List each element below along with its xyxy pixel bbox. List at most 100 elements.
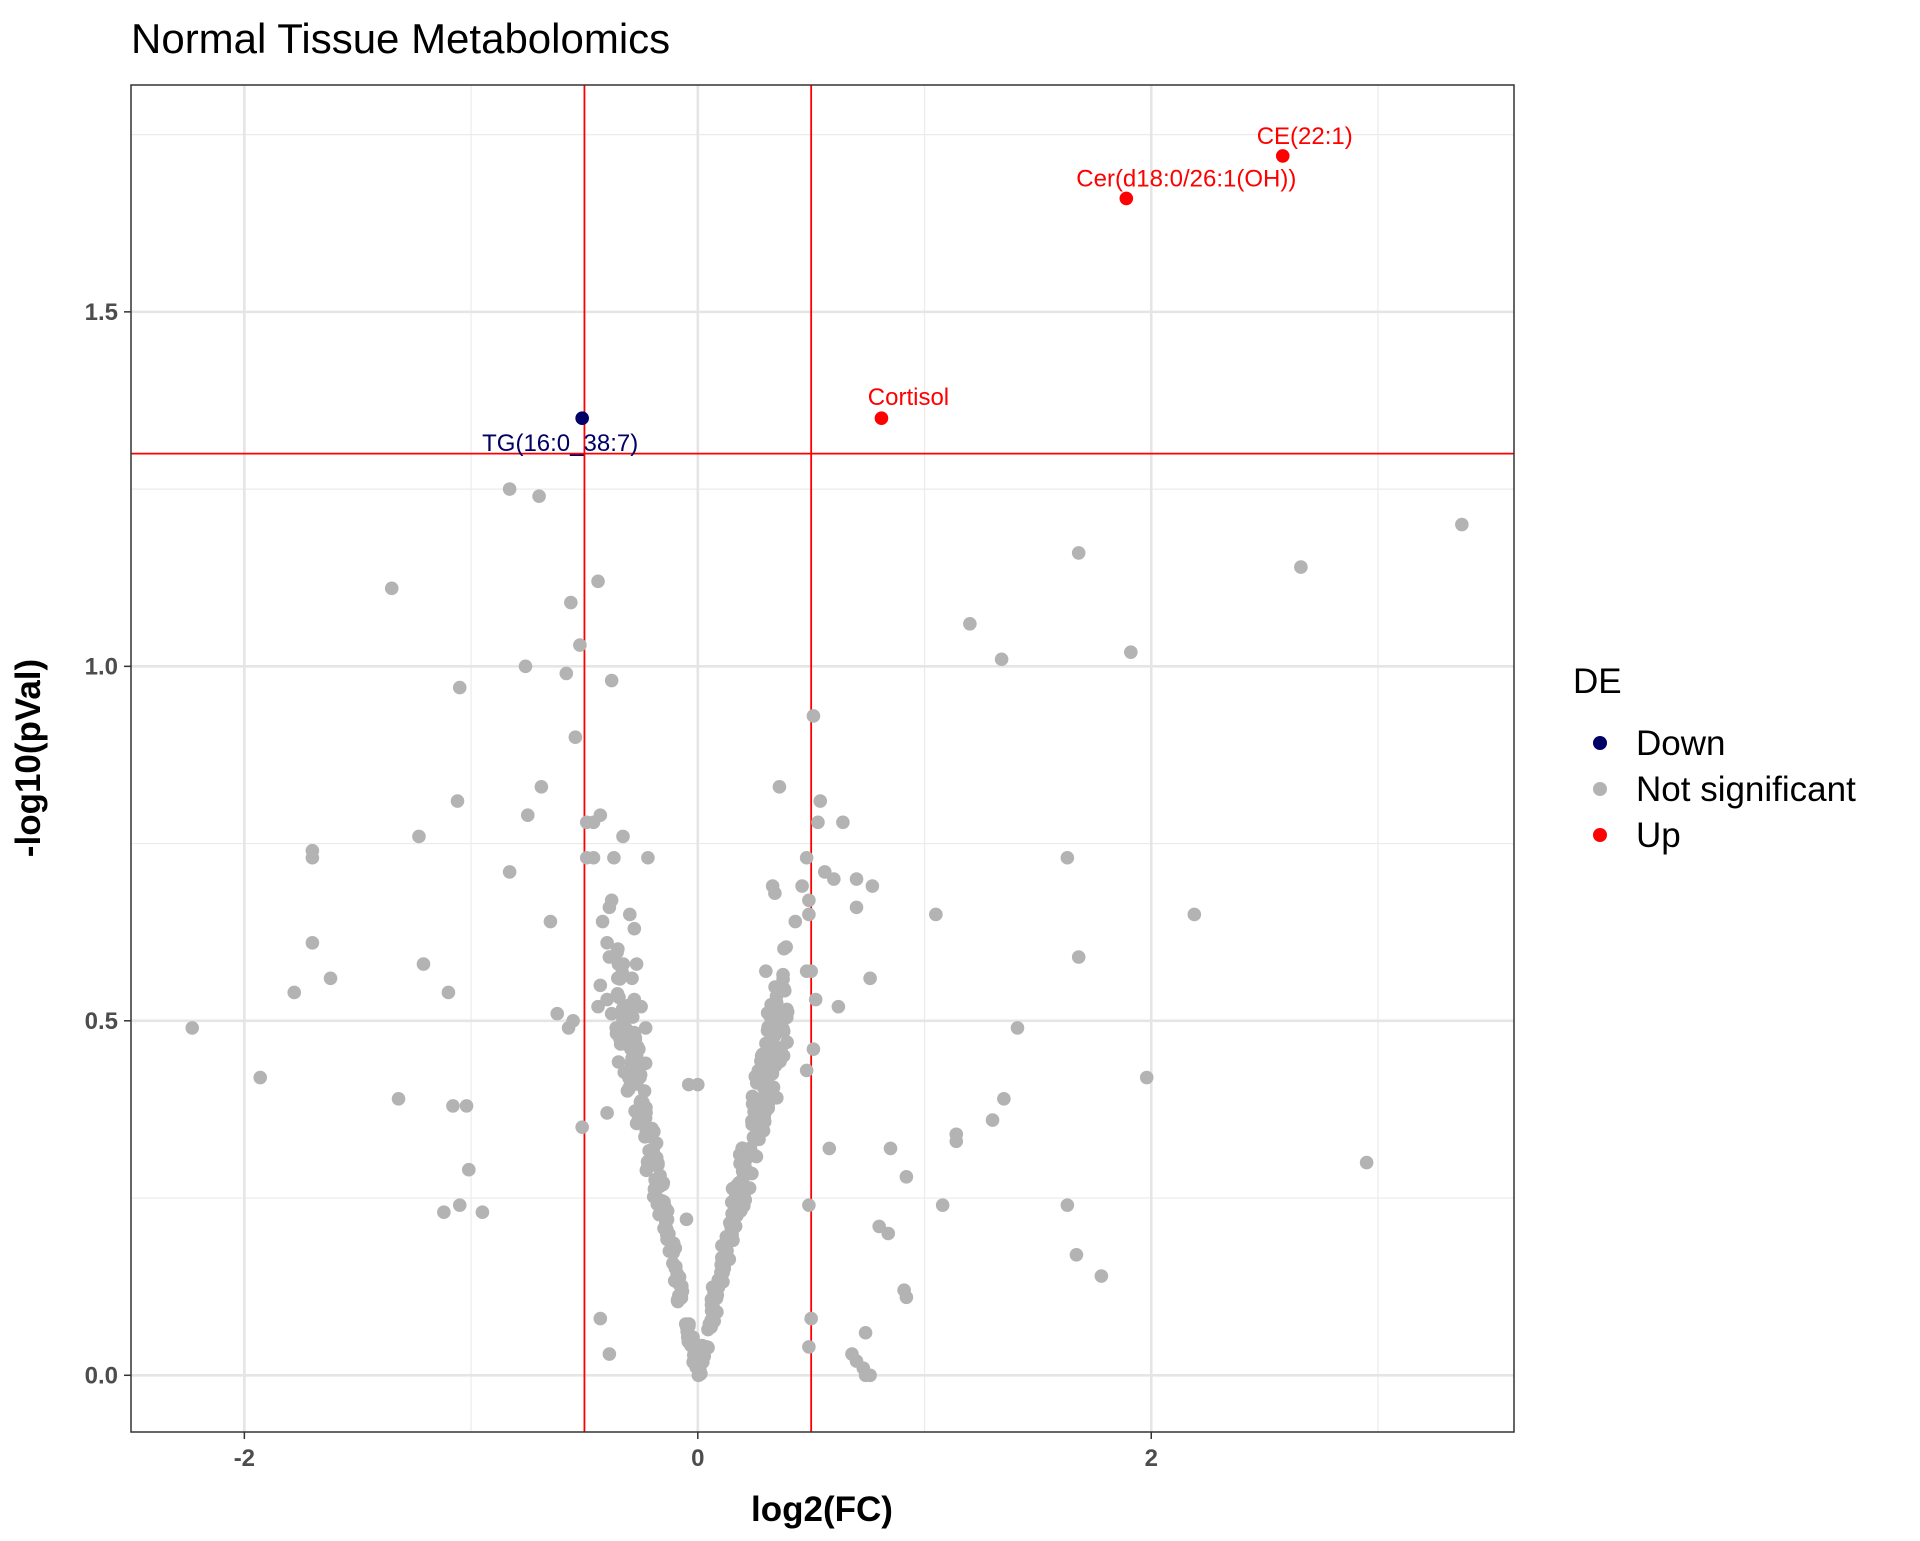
legend-title: DE	[1573, 662, 1622, 701]
point-not-significant	[806, 709, 821, 723]
point-not-significant	[1060, 1198, 1075, 1212]
point-label: Cortisol	[868, 384, 949, 411]
point-not-significant	[412, 829, 426, 844]
point-not-significant	[780, 1035, 794, 1049]
point-not-significant	[607, 850, 621, 865]
point-not-significant	[899, 1169, 914, 1184]
point-not-significant	[600, 1106, 614, 1120]
point-not-significant	[679, 1212, 694, 1227]
point-not-significant	[686, 1355, 700, 1369]
point-not-significant	[899, 1290, 914, 1305]
point-not-significant	[849, 872, 864, 886]
point-not-significant	[719, 1229, 734, 1244]
point-not-significant	[1359, 1155, 1374, 1170]
y-tick-label: 1.0	[85, 653, 118, 680]
plot-panel	[131, 85, 1514, 1432]
point-not-significant	[543, 914, 558, 929]
point-not-significant	[613, 972, 627, 986]
y-tick-label: 0.5	[85, 1008, 118, 1035]
point-not-significant	[452, 680, 467, 695]
point-not-significant	[802, 893, 816, 908]
point-not-significant	[1294, 560, 1308, 574]
point-not-significant	[849, 900, 864, 915]
point-not-significant	[1071, 546, 1086, 560]
point-not-significant	[720, 1243, 734, 1258]
point-not-significant	[799, 1063, 814, 1078]
point-not-significant	[629, 957, 644, 971]
chart-title: Normal Tissue Metabolomics	[131, 15, 670, 62]
x-tick-label: -2	[234, 1445, 255, 1472]
y-tick-label: 0.0	[85, 1362, 118, 1389]
point-not-significant	[802, 1340, 816, 1354]
point-not-significant	[622, 907, 637, 922]
point-not-significant	[994, 652, 1009, 667]
point-not-significant	[963, 617, 977, 631]
point-not-significant	[305, 936, 320, 950]
point-not-significant	[768, 886, 782, 900]
point-not-significant	[929, 907, 943, 922]
point-not-significant	[1060, 850, 1075, 865]
point-not-significant	[559, 666, 574, 681]
point-not-significant	[799, 850, 814, 865]
point-not-significant	[416, 957, 431, 971]
point-not-significant	[391, 1091, 406, 1106]
point-not-significant	[520, 808, 535, 823]
point-not-significant	[802, 907, 816, 922]
x-tick-label: 2	[1145, 1445, 1158, 1472]
legend: DE Down Not significant Up	[1573, 662, 1856, 855]
point-not-significant	[863, 971, 877, 986]
point-not-significant	[1010, 1021, 1025, 1035]
point-not-significant	[935, 1198, 950, 1212]
point-not-significant	[949, 1134, 964, 1149]
point-not-significant	[716, 1275, 730, 1289]
point-not-significant	[760, 1051, 774, 1065]
point-not-significant	[997, 1091, 1011, 1106]
point-not-significant	[680, 1324, 694, 1339]
legend-key-down	[1593, 736, 1607, 750]
point-not-significant	[831, 999, 846, 1014]
point-not-significant	[753, 1069, 767, 1083]
point-not-significant	[654, 1208, 669, 1222]
axis-layer: -2 0 2 0.0 0.5 1.0 1.5	[85, 299, 1158, 1472]
x-tick-label: 0	[691, 1445, 704, 1472]
point-not-significant	[502, 865, 517, 879]
point-not-significant	[780, 1005, 795, 1019]
point-not-significant	[697, 1349, 711, 1363]
point-not-significant	[1187, 907, 1202, 922]
point-not-significant	[755, 1112, 770, 1126]
point-not-significant	[610, 945, 624, 960]
point-labels-layer: CE(22:1) Cer(d18:0/26:1(OH)) Cortisol TG(16…	[482, 123, 1353, 457]
legend-label: Down	[1636, 724, 1725, 763]
point-not-significant	[502, 482, 517, 496]
legend-key-up	[1593, 828, 1607, 842]
point-label: Cer(d18:0/26:1(OH))	[1076, 165, 1296, 192]
point-not-significant	[616, 829, 630, 844]
point-not-significant	[564, 595, 578, 610]
point-not-significant	[611, 1055, 626, 1069]
point-label: CE(22:1)	[1257, 123, 1353, 150]
point-not-significant	[287, 985, 302, 1000]
point-up	[1119, 191, 1134, 206]
point-not-significant	[641, 850, 655, 865]
point-not-significant	[772, 780, 787, 794]
point-not-significant	[985, 1113, 1000, 1127]
point-not-significant	[806, 1042, 821, 1056]
point-not-significant	[883, 1141, 898, 1156]
y-tick-label: 1.5	[85, 299, 118, 326]
point-not-significant	[672, 1288, 686, 1303]
point-not-significant	[185, 1021, 200, 1035]
point-down	[575, 411, 589, 426]
point-not-significant	[616, 957, 631, 971]
point-not-significant	[736, 1191, 750, 1206]
point-not-significant	[602, 1347, 617, 1361]
point-not-significant	[799, 964, 814, 978]
point-not-significant	[725, 1181, 740, 1196]
point-not-significant	[695, 1338, 709, 1353]
point-not-significant	[518, 659, 533, 674]
point-not-significant	[637, 1101, 652, 1115]
point-not-significant	[865, 879, 880, 893]
point-not-significant	[645, 1121, 659, 1136]
point-not-significant	[450, 794, 465, 808]
